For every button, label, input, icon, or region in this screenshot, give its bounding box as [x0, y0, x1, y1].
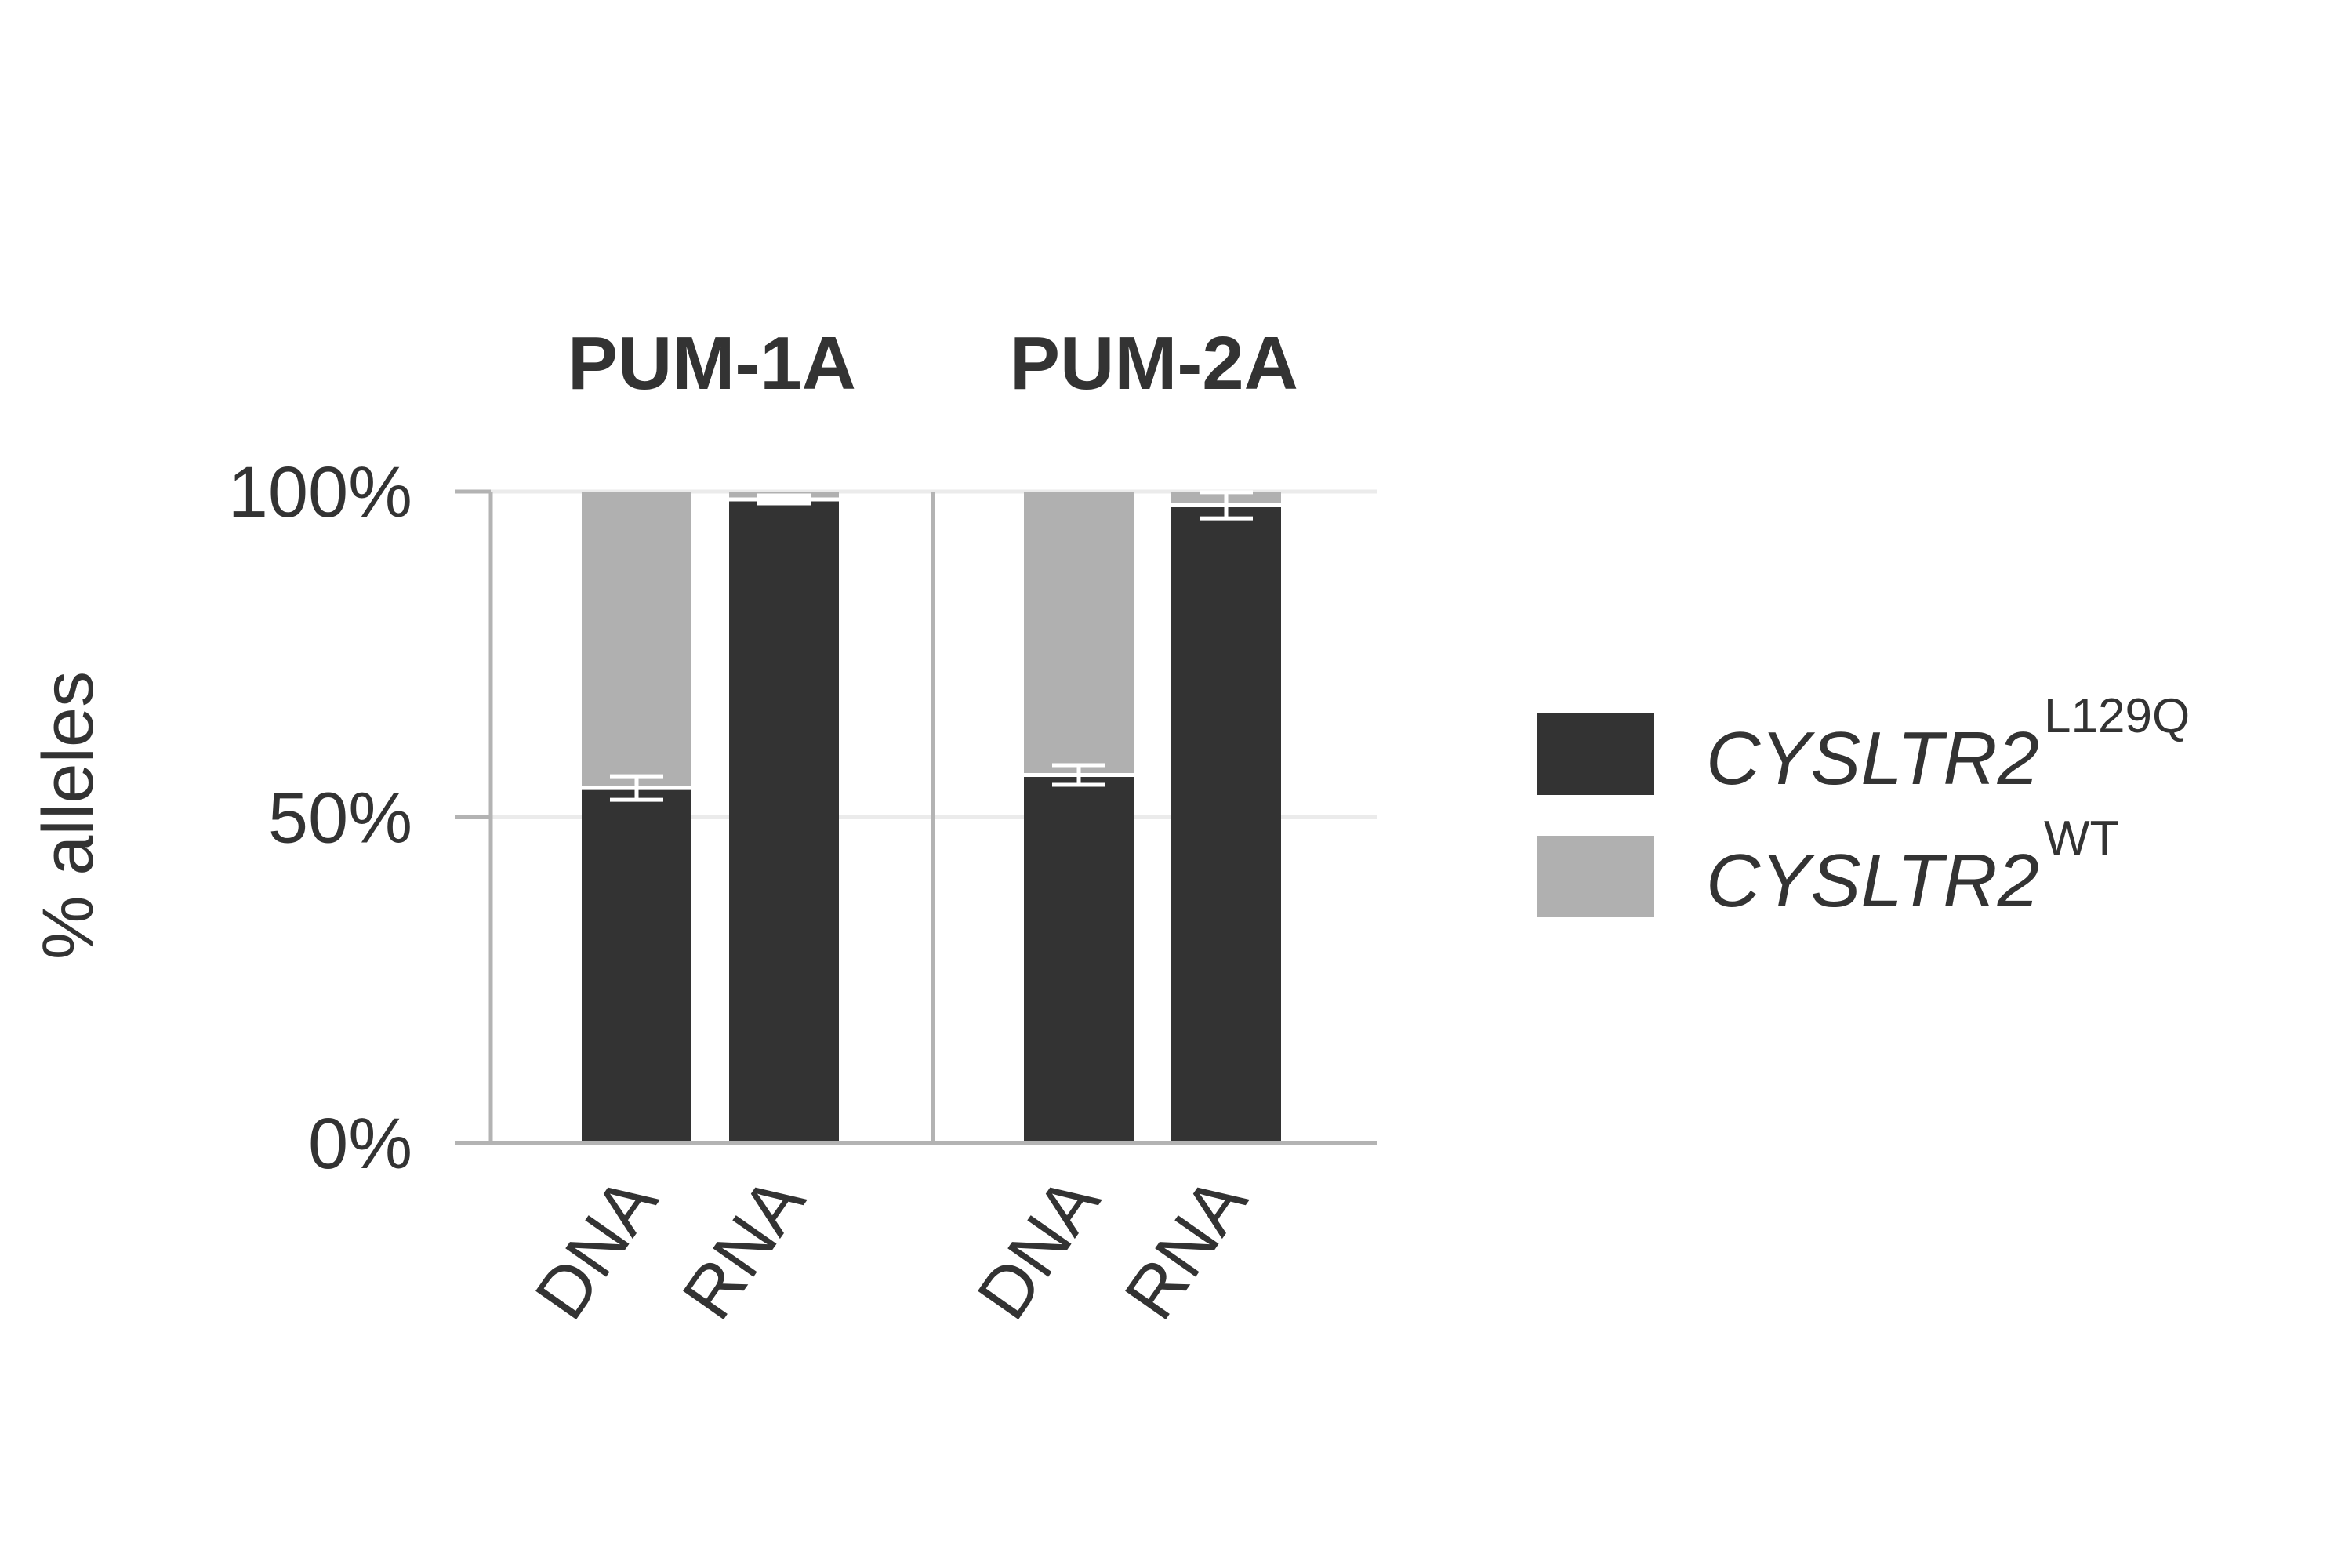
x-tick-label-pum-1a-rna: RNA	[667, 1162, 820, 1333]
error-bar-pum-2a-dna	[1052, 763, 1105, 787]
panel-title-1: PUM-1A	[568, 321, 856, 405]
legend-entry-1: CYSLTR2L129Q	[1537, 689, 2190, 800]
y-axis-title: % alleles	[28, 671, 108, 960]
bar-l129q-pum-1a-dna	[582, 788, 691, 1143]
y-tick-label-2: 100%	[228, 452, 412, 532]
bar-l129q-pum-1a-rna	[729, 499, 839, 1143]
bar-l129q-pum-2a-rna	[1171, 505, 1281, 1143]
error-bar-pum-1a-rna	[757, 493, 811, 506]
panel-title-2: PUM-2A	[1010, 321, 1298, 405]
x-tick-label-pum-2a-dna: DNA	[962, 1162, 1115, 1333]
error-bar-pum-2a-rna	[1200, 490, 1253, 521]
y-tick-label-0: 0%	[308, 1104, 412, 1184]
axes	[455, 489, 1377, 1145]
legend-swatch-2	[1537, 836, 1654, 917]
legend-label-1: CYSLTR2L129Q	[1706, 689, 2190, 800]
x-tick-label-pum-2a-rna: RNA	[1109, 1162, 1262, 1333]
legend-entry-2: CYSLTR2WT	[1537, 811, 2119, 923]
bar-wt-pum-2a-dna	[1024, 492, 1134, 775]
legend-swatch-1	[1537, 713, 1654, 795]
y-tick-label-1: 50%	[268, 779, 412, 858]
x-tick-label-pum-1a-dna: DNA	[520, 1162, 673, 1333]
bars	[582, 490, 1281, 1143]
bar-wt-pum-1a-dna	[582, 492, 691, 789]
error-bar-pum-1a-dna	[610, 774, 663, 802]
legend-label-2: CYSLTR2WT	[1706, 811, 2119, 923]
bar-l129q-pum-2a-dna	[1024, 775, 1134, 1143]
